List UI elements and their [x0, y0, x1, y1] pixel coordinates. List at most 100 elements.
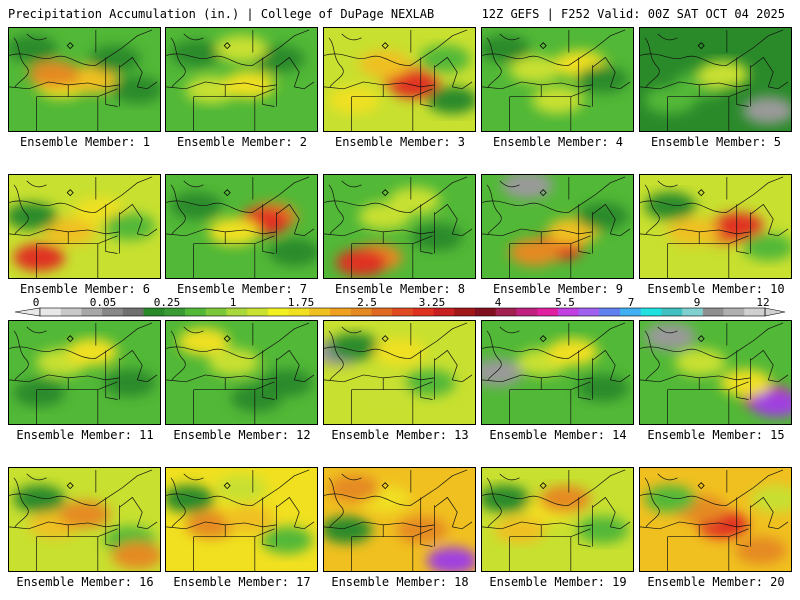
- border-line: [610, 521, 631, 530]
- border-line: [420, 497, 433, 547]
- colorbar-swatch: [205, 308, 227, 316]
- colorbar-tick-label: 5.5: [555, 296, 575, 309]
- location-marker-icon: [381, 189, 389, 197]
- model-run-info: 12Z GEFS | F252 Valid: 00Z SAT OCT 04 20…: [481, 7, 785, 21]
- border-line: [26, 473, 47, 481]
- border-line: [592, 203, 616, 234]
- border-line: [509, 381, 591, 391]
- border-line: [294, 228, 315, 237]
- border-line: [170, 37, 186, 88]
- precip-region: [208, 348, 260, 376]
- location-marker-icon: [381, 42, 389, 50]
- border-line: [434, 496, 458, 527]
- state-borders: [9, 176, 158, 278]
- precip-region: [58, 500, 111, 529]
- border-line: [137, 374, 158, 383]
- ensemble-member-map: [165, 174, 318, 279]
- border-line: [736, 497, 749, 547]
- precip-region: [336, 248, 388, 277]
- location-marker-icon: [223, 335, 231, 343]
- ensemble-member-label: Ensemble Member: 14: [489, 428, 627, 442]
- ensemble-member-label: Ensemble Member: 3: [334, 135, 466, 149]
- precip-region: [539, 485, 591, 513]
- precip-region: [482, 358, 523, 387]
- ensemble-member-map: [639, 320, 792, 425]
- border-line: [183, 473, 204, 481]
- ensemble-member-label: Ensemble Member: 5: [650, 135, 782, 149]
- precip-region: [230, 384, 283, 412]
- border-line: [486, 330, 502, 381]
- colorbar-left-arrow: [14, 307, 41, 317]
- border-line: [640, 29, 784, 66]
- colorbar-swatch: [620, 308, 642, 316]
- border-line: [657, 33, 678, 41]
- border-line: [341, 180, 362, 188]
- precip-region: [104, 212, 156, 241]
- border-line: [294, 81, 315, 90]
- precip-region: [166, 485, 215, 513]
- precip-region: [396, 516, 448, 544]
- precip-region: [577, 65, 629, 94]
- colorbar-swatch: [682, 308, 704, 316]
- precip-region: [261, 526, 313, 554]
- colorbar-swatch: [454, 308, 476, 316]
- border-line: [657, 326, 678, 334]
- ensemble-member-map: [8, 320, 161, 425]
- border-line: [262, 57, 275, 107]
- border-line: [644, 477, 660, 528]
- border-line: [434, 349, 458, 380]
- colorbar-swatch: [185, 308, 207, 316]
- colorbar-swatch: [60, 308, 82, 316]
- colorbar-swatch: [164, 308, 186, 316]
- colorbar-swatch: [247, 308, 269, 316]
- colorbar-swatch: [599, 308, 621, 316]
- border-line: [262, 204, 275, 254]
- precip-region: [9, 34, 58, 63]
- precip-region: [388, 187, 441, 215]
- border-line: [499, 473, 520, 481]
- border-line: [170, 184, 186, 235]
- precip-region: [28, 60, 80, 89]
- ensemble-member-map: [639, 174, 792, 279]
- ensemble-member-label: Ensemble Member: 19: [489, 575, 627, 589]
- border-line: [324, 29, 468, 66]
- colorbar-swatch: [226, 308, 248, 316]
- border-line: [768, 521, 789, 530]
- location-marker-icon: [223, 482, 231, 490]
- border-line: [26, 33, 47, 41]
- border-line: [262, 497, 275, 547]
- precip-region: [358, 379, 411, 407]
- border-line: [105, 204, 118, 254]
- location-marker-icon: [539, 189, 547, 197]
- colorbar-swatch: [267, 308, 290, 316]
- border-line: [452, 228, 473, 237]
- location-marker-icon: [381, 335, 389, 343]
- border-line: [750, 496, 774, 527]
- colorbar-swatch: [578, 308, 600, 316]
- location-marker-icon: [697, 42, 705, 50]
- border-line: [166, 29, 310, 66]
- ensemble-member-map: [165, 27, 318, 132]
- colorbar-tick-label: 0.05: [90, 296, 117, 309]
- colorbar-tick-label: 12: [756, 296, 769, 309]
- ensemble-member-label: Ensemble Member: 7: [176, 282, 308, 296]
- border-line: [13, 184, 29, 235]
- precip-region: [577, 516, 629, 544]
- border-line: [499, 180, 520, 188]
- border-line: [341, 473, 362, 481]
- colorbar-swatch: [309, 308, 331, 316]
- precip-region: [215, 474, 268, 503]
- ensemble-member-map: [323, 320, 476, 425]
- colorbar-tick-label: 9: [694, 296, 701, 309]
- state-borders: [640, 29, 789, 131]
- ensemble-member-label: Ensemble Member: 17: [173, 575, 311, 589]
- border-line: [119, 349, 143, 380]
- state-borders: [9, 469, 158, 571]
- border-line: [499, 326, 520, 334]
- border-line: [9, 469, 153, 506]
- state-borders: [640, 322, 789, 424]
- border-line: [183, 326, 204, 334]
- precip-region: [328, 333, 380, 361]
- state-borders: [324, 322, 473, 424]
- border-line: [328, 330, 344, 381]
